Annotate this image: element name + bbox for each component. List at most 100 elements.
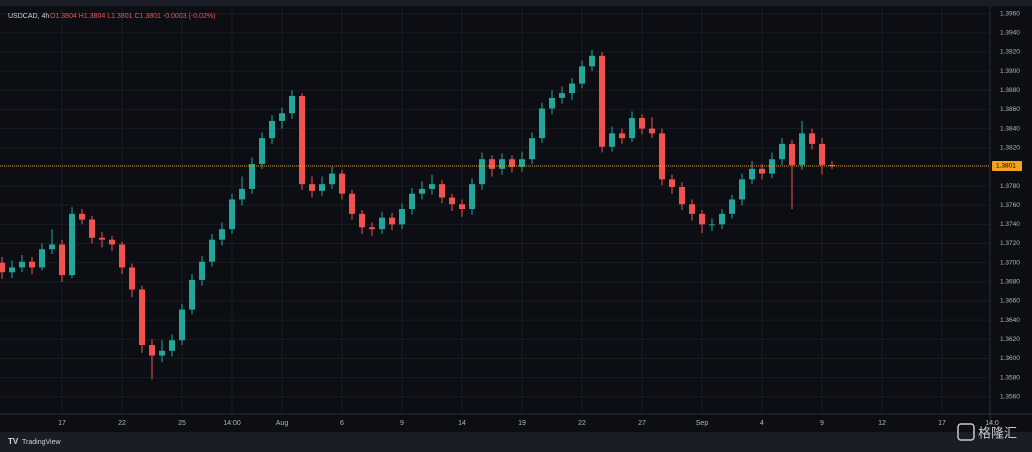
candle-body [209,239,215,262]
candle-body [729,199,735,214]
candle-body [119,244,125,268]
x-tick-label: 22 [118,420,126,427]
candle-body [309,184,315,191]
x-tick-label: 14:00 [223,420,241,427]
x-tick-label: 27 [638,420,646,427]
candle-body [279,113,285,121]
candle-body [19,261,25,268]
candle-body [169,340,175,351]
x-tick-label: 9 [400,420,404,427]
y-tick-label: 1.3700 [1000,259,1020,266]
candle-body [449,197,455,205]
candle-body [39,249,45,268]
candle-body [89,219,95,238]
candle-body [369,227,375,230]
candle-body [59,244,65,276]
footer-bar [0,432,1032,452]
candle-body [819,143,825,165]
price-label: 1.3801 [996,163,1016,170]
candle-body [199,261,205,280]
branding: TradingView [22,439,61,446]
candle-body [69,213,75,276]
candle-body [299,96,305,185]
candle-body [129,267,135,290]
candle-body [439,184,445,198]
candle-body [749,168,755,180]
candle-body [589,55,595,67]
x-tick-label: 22 [578,420,586,427]
candle-body [459,204,465,210]
candle-body [659,133,665,180]
x-tick-label: 4 [760,420,764,427]
y-tick-label: 1.3620 [1000,336,1020,343]
candle-body [149,345,155,356]
x-tick-label: 9 [820,420,824,427]
y-tick-label: 1.3720 [1000,240,1020,247]
x-tick-label: 14:0 [985,420,999,427]
candle-body [809,133,815,144]
candle-body [349,193,355,214]
ohlc-legend: O1.3804 H1.3804 L1.3801 C1.3801 -0.0003 … [50,13,215,20]
candle-body [329,173,335,185]
candle-body [609,133,615,147]
y-tick-label: 1.3920 [1000,49,1020,56]
candle-body [49,244,55,250]
candle-body [389,217,395,225]
candle-body [549,97,555,109]
candle-body [579,66,585,84]
candle-body [99,237,105,240]
candle-body [639,118,645,129]
x-tick-label: Sep [696,420,709,427]
candle-body [539,108,545,139]
candle-body [739,179,745,200]
y-tick-label: 1.3660 [1000,298,1020,305]
x-tick-label: 19 [518,420,526,427]
candle-body [0,262,5,273]
candle-body [679,187,685,205]
candle-body [689,204,695,214]
x-tick-label: 14 [458,420,466,427]
candle-body [419,188,425,194]
y-tick-label: 1.3680 [1000,279,1020,286]
candle-body [559,93,565,98]
x-tick-label: 25 [178,420,186,427]
price-label-box [992,160,1022,171]
y-tick-label: 1.3840 [1000,125,1020,132]
candle-body [499,159,505,169]
y-tick-label: 1.3960 [1000,10,1020,17]
candle-body [269,120,275,139]
candle-body [569,83,575,94]
y-tick-label: 1.3860 [1000,106,1020,113]
y-tick-label: 1.3940 [1000,30,1020,37]
candle-body [709,224,715,226]
candle-body [619,133,625,139]
candle-body [379,217,385,230]
candle-body [769,159,775,174]
candle-body [339,173,345,194]
candle-body [669,179,675,188]
candle-body [409,193,415,210]
candle-body [189,279,195,310]
candle-body [509,159,515,167]
candle-body [829,164,835,166]
axis-layer: 1.3560 1.3580 1.3600 1.3620 1.3640 1.3660 1.36… [58,10,1022,427]
candle-body [429,184,435,189]
candle-body [239,188,245,200]
candle-body [629,118,635,139]
x-tick-label: 6 [340,420,344,427]
x-tick-label: Aug [276,420,289,427]
candle-body [479,159,485,185]
candle-body [719,213,725,225]
candle-body [249,164,255,189]
candle-body [519,159,525,167]
candle-body [489,159,495,169]
candle-body [9,267,15,273]
candle-body [469,184,475,210]
y-tick-label: 1.3560 [1000,393,1020,400]
candle-body [219,229,225,240]
tv-logo: TV [8,437,19,446]
y-tick-label: 1.3600 [1000,355,1020,362]
candle-body [79,213,85,220]
